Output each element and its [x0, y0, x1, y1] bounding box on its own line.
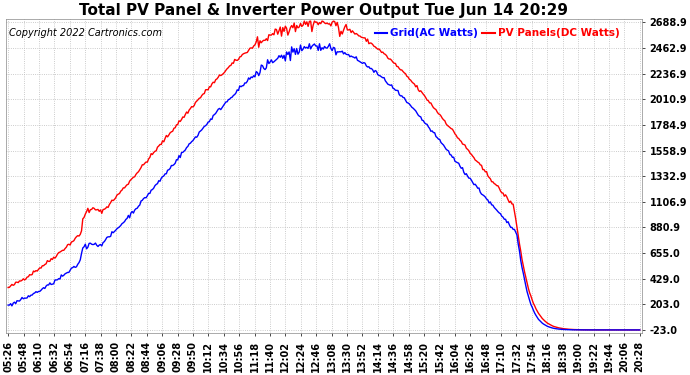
PV Panels(DC Watts) — [635, 328, 644, 332]
PV Panels(DC Watts) — [523, 280, 531, 285]
Grid(AC Watts) — [347, 54, 355, 58]
Grid(AC Watts) — [309, 43, 317, 47]
Grid(AC Watts) — [4, 303, 12, 307]
Grid(AC Watts) — [381, 78, 389, 83]
Grid(AC Watts) — [304, 46, 313, 51]
Grid(AC Watts) — [305, 42, 313, 46]
PV Panels(DC Watts) — [622, 328, 630, 332]
PV Panels(DC Watts) — [347, 30, 355, 35]
PV Panels(DC Watts) — [305, 19, 313, 24]
Title: Total PV Panel & Inverter Power Output Tue Jun 14 20:29: Total PV Panel & Inverter Power Output T… — [79, 3, 569, 18]
PV Panels(DC Watts) — [381, 52, 389, 57]
Grid(AC Watts) — [622, 328, 630, 332]
Text: Copyright 2022 Cartronics.com: Copyright 2022 Cartronics.com — [9, 28, 162, 38]
PV Panels(DC Watts) — [4, 285, 12, 290]
Legend: Grid(AC Watts), PV Panels(DC Watts): Grid(AC Watts), PV Panels(DC Watts) — [371, 24, 624, 42]
PV Panels(DC Watts) — [300, 19, 308, 23]
PV Panels(DC Watts) — [309, 23, 317, 27]
Line: Grid(AC Watts): Grid(AC Watts) — [8, 44, 640, 330]
Grid(AC Watts) — [523, 290, 531, 294]
Grid(AC Watts) — [635, 328, 644, 332]
Line: PV Panels(DC Watts): PV Panels(DC Watts) — [8, 21, 640, 330]
